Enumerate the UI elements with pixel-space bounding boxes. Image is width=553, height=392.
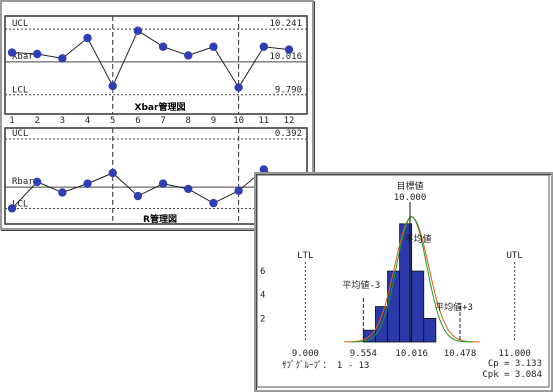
x-tick-label: 5: [110, 116, 115, 126]
center-label: Rbar: [12, 177, 34, 187]
data-point: [83, 179, 92, 188]
cp-text: Cp = 3.133: [488, 359, 542, 369]
data-point: [184, 51, 193, 60]
x-tick-label: 10.478: [444, 349, 477, 359]
data-point: [259, 42, 269, 51]
cpk-text: Cpk = 3.084: [482, 370, 542, 380]
data-point: [234, 83, 243, 92]
data-point: [83, 33, 92, 43]
y-tick-label: 6: [260, 267, 265, 277]
x-tick-label: 7: [160, 116, 165, 126]
data-point: [234, 186, 243, 195]
data-point: [158, 179, 168, 188]
plus3-label: 平均値+3: [435, 301, 473, 313]
lcl-label: LCL: [12, 199, 28, 209]
target-label: 目標値: [396, 180, 423, 192]
x-tick-label: 11: [258, 116, 269, 126]
x-tick-label: 12: [284, 116, 295, 126]
x-tick-label: 9: [211, 116, 216, 126]
data-point: [158, 42, 168, 51]
data-point: [209, 42, 218, 51]
hist-frame: [256, 174, 550, 388]
center-value: 10.016: [269, 52, 302, 62]
chart-title: R管理図: [143, 213, 177, 225]
data-point: [58, 188, 67, 197]
x-tick-label: 9.554: [350, 349, 377, 359]
x-tick-label: 10.016: [395, 349, 428, 359]
data-point: [209, 198, 218, 208]
target-value: 10.000: [394, 193, 427, 203]
y-tick-label: 2: [260, 314, 265, 324]
data-point: [58, 54, 67, 63]
data-point: [108, 81, 117, 91]
data-point: [184, 184, 193, 194]
data-point: [284, 45, 294, 54]
series-line: [11, 29, 290, 89]
data-point: [259, 165, 269, 174]
data-point: [108, 168, 117, 178]
x-tick-label: 10: [233, 116, 244, 126]
plot-frame: [4, 15, 308, 115]
histogram-bar: [411, 270, 425, 343]
ucl-value: 10.241: [269, 19, 302, 29]
ucl-label: UCL: [12, 19, 28, 29]
x-tick-label: 1: [9, 116, 14, 126]
center-label: Xbar: [12, 52, 34, 62]
subgroup-text: ｻﾌﾞｸﾞﾙｰﾌﾟ： 1 - 13: [282, 360, 369, 371]
utl-label: UTL: [506, 251, 522, 261]
x-tick-label: 11.000: [498, 349, 531, 359]
data-point: [32, 49, 42, 59]
mean-label: 平均値: [404, 233, 431, 245]
histogram-bar: [423, 317, 437, 343]
chart-title: Xbar管理図: [135, 101, 186, 113]
y-tick-label: 4: [260, 291, 265, 301]
ucl-value: 0.392: [275, 129, 302, 139]
x-tick-label: 2: [34, 116, 39, 126]
x-tick-label: 4: [85, 116, 90, 126]
lcl-label: LCL: [12, 86, 28, 96]
ltl-label: LTL: [297, 251, 313, 261]
series-line: [11, 168, 290, 209]
x-tick-label: 3: [60, 116, 65, 126]
data-point: [7, 204, 17, 213]
histogram-window[interactable]: 2 4 6 LTL UTL 目標値 10.000 平均値平均値-3 平均値+3 9.000 9.55…: [254, 172, 553, 392]
lcl-value: 9.790: [275, 86, 302, 96]
x-tick-label: 8: [186, 116, 191, 126]
minus3-label: 平均値-3: [342, 279, 380, 291]
normal-curve: [350, 216, 473, 343]
ucl-label: UCL: [12, 129, 28, 139]
data-point: [7, 48, 17, 57]
data-point: [32, 177, 42, 187]
x-tick-label: 6: [135, 116, 140, 126]
data-point: [133, 26, 143, 35]
data-point: [133, 191, 143, 201]
x-tick-label: 9.000: [292, 349, 319, 359]
